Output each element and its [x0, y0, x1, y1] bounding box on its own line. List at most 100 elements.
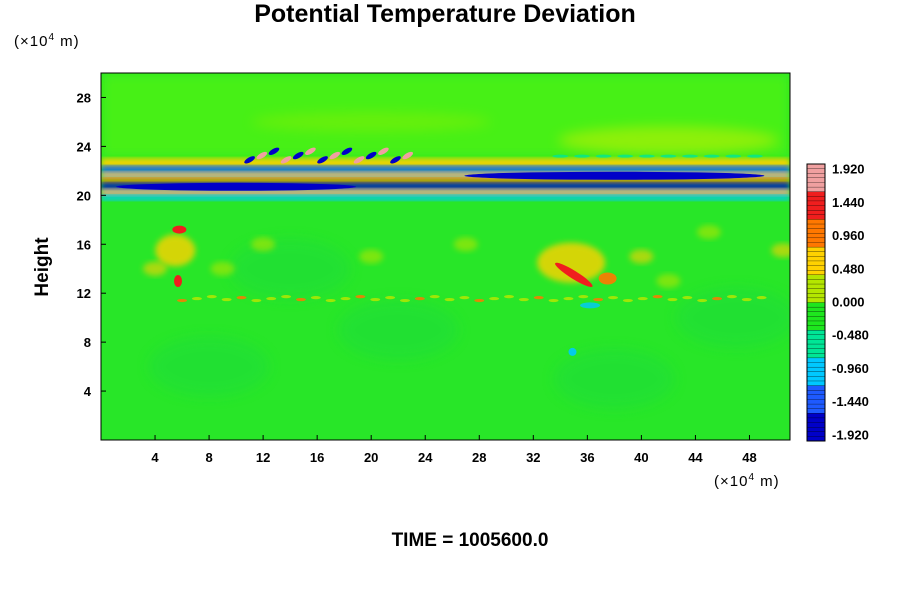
x-tick-label: 48	[742, 450, 756, 465]
lower-patch	[149, 336, 270, 397]
x-tick-label: 4	[151, 450, 159, 465]
tropopause-streak-cell	[563, 296, 574, 301]
tropopause-streak-cell	[251, 298, 262, 303]
colorbar-segment	[806, 214, 826, 220]
x-tick-label: 40	[634, 450, 648, 465]
tropopause-streak-cell	[518, 297, 529, 302]
x-tick-label: 16	[310, 450, 324, 465]
colorbar-segment	[806, 380, 826, 386]
colorbar-segment	[806, 270, 826, 276]
plume-5-halo	[155, 234, 196, 267]
colorbar-segment	[806, 288, 826, 294]
colorbar-segment	[806, 330, 826, 336]
x-tick-label: 44	[688, 450, 703, 465]
tropopause-streak-cell	[489, 296, 500, 301]
colorbar-segment	[806, 399, 826, 405]
colorbar-segment	[806, 168, 826, 174]
time-label: TIME = 1005600.0	[391, 530, 549, 551]
plume-35-halo	[537, 242, 606, 283]
colorbar-tick-label: 1.920	[832, 162, 865, 177]
x-tick-label: 8	[205, 450, 212, 465]
colorbar-segment	[806, 362, 826, 368]
colorbar-segment	[806, 417, 826, 423]
tropopause-streak-cell	[429, 295, 440, 299]
colorbar-segment	[806, 242, 826, 248]
tropopause-streak-cell	[459, 296, 470, 300]
tropopause-streak-cell	[652, 295, 663, 299]
colorbar-segment	[806, 436, 826, 442]
colorbar-segment	[806, 394, 826, 400]
colorbar-segment	[806, 256, 826, 262]
colorbar-segment	[806, 219, 826, 225]
tropopause-streak-cell	[637, 296, 648, 301]
tropopause-streak-cell	[414, 296, 425, 301]
tropopause-streak-cell	[310, 296, 321, 300]
colorbar-segment	[806, 173, 826, 179]
wave-wisp	[725, 154, 742, 158]
colorbar: 1.920 1.440 0.960 0.480 0.000 -0.480 -0.960 -1.…	[806, 162, 869, 442]
colorbar-segment	[806, 422, 826, 428]
colorbar-segment	[806, 348, 826, 354]
plume-5-core	[172, 225, 187, 234]
upper-yellow-shade-2	[251, 111, 492, 132]
gravity-wave-crest	[390, 156, 401, 164]
plume-35-core	[555, 262, 593, 287]
tropopause-streak-cell	[741, 297, 752, 302]
tropopause-streak-cell	[548, 298, 559, 303]
colorbar-segment	[806, 251, 826, 257]
tropopause-streak-cell	[206, 295, 217, 299]
colorbar-segment	[806, 186, 826, 193]
x-tick-label: 24	[418, 450, 433, 465]
colorbar-segment	[806, 376, 826, 382]
upper-yellow-shade	[558, 126, 779, 155]
eddy	[629, 249, 654, 264]
tropopause-streak-cell	[221, 297, 232, 302]
colorbar-tick-label: 0.000	[832, 295, 865, 310]
wave-wisp	[617, 154, 634, 158]
tropopause-streak-cell	[622, 298, 633, 303]
colorbar-segment	[806, 413, 826, 419]
y-unit-exponent: 4	[48, 32, 56, 43]
wave-wisp	[660, 154, 677, 158]
y-tick-label: 12	[77, 286, 91, 301]
wave-band-layer	[101, 165, 790, 173]
plume-5-core-lower	[174, 274, 183, 287]
colorbar-segment	[806, 311, 826, 317]
colorbar-segment	[806, 274, 826, 280]
wave-band-layer	[101, 183, 790, 190]
colorbar-segment	[806, 320, 826, 326]
colorbar-tick-label: -1.920	[832, 427, 869, 442]
tropopause-streak-cell	[756, 296, 767, 300]
tropopause-streak-cell	[503, 295, 514, 299]
wave-wisp	[638, 154, 655, 158]
y-tick-label: 28	[77, 90, 91, 105]
x-axis-unit: (×104 m)	[714, 472, 780, 490]
tropopause-streak-cell	[712, 296, 723, 301]
y-tick-label: 4	[84, 384, 92, 399]
y-axis: 4 8 12 16 20 24 28	[77, 90, 106, 399]
wave-wisp	[573, 154, 590, 158]
gravity-wave-crest	[329, 151, 341, 160]
colorbar-segment	[806, 237, 826, 243]
colorbar-segment	[806, 371, 826, 377]
colorbar-segment	[806, 260, 826, 266]
colorbar-segment	[806, 228, 826, 234]
colorbar-tick-label: 1.440	[832, 195, 865, 210]
x-tick-label: 32	[526, 450, 540, 465]
wave-band-layer	[101, 189, 790, 196]
tropopause-streak-cell	[281, 295, 292, 299]
lower-patch	[230, 238, 351, 299]
eddy	[251, 237, 276, 252]
wave-band-layer	[101, 195, 790, 201]
colorbar-segment	[806, 210, 826, 216]
x-tick-label: 20	[364, 450, 378, 465]
colorbar-tick-label: -0.480	[832, 328, 869, 343]
tropopause-streak-cell	[385, 296, 396, 300]
gravity-wave-crest	[305, 147, 316, 155]
colorbar-segment	[806, 325, 826, 331]
colorbar-segment	[806, 431, 826, 437]
colorbar-tick-label: -0.960	[832, 361, 869, 376]
tropopause-streak-cell	[682, 296, 693, 300]
x-unit-prefix: (×10	[714, 473, 749, 490]
gravity-wave-crest	[256, 151, 268, 160]
